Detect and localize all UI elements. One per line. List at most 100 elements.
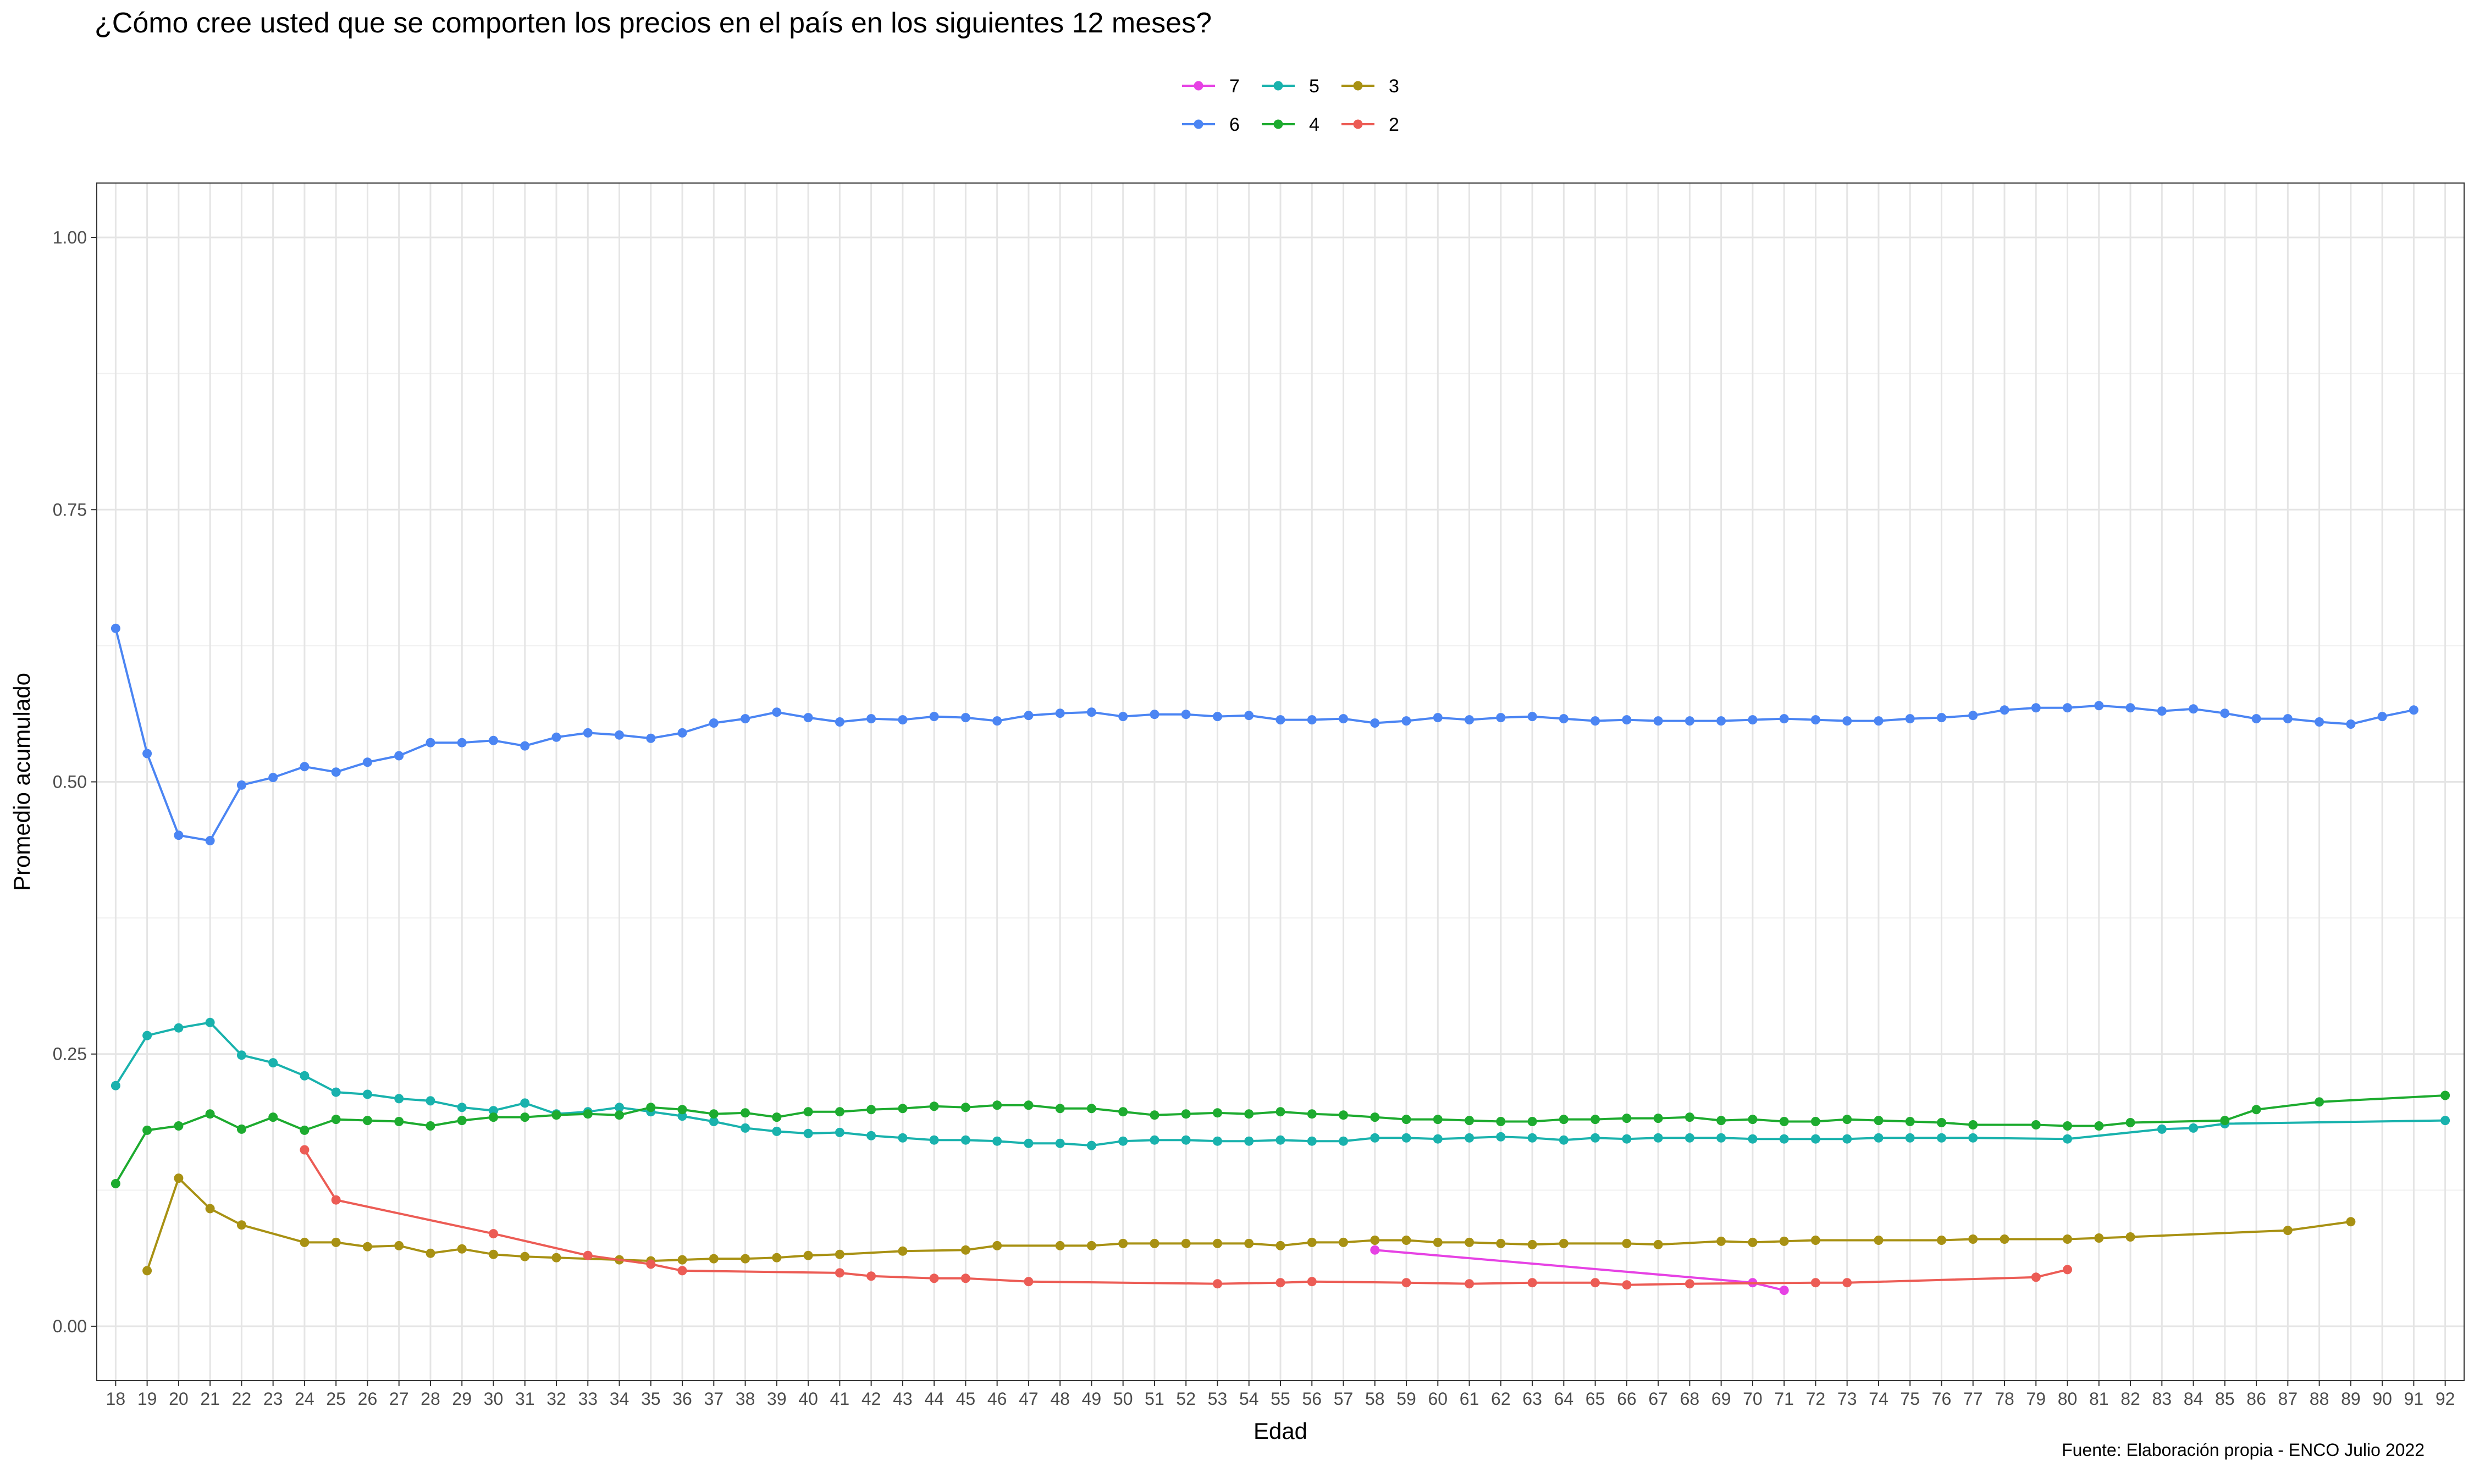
series-4 [111, 1090, 2450, 1188]
data-point [1244, 1238, 1254, 1248]
data-point [489, 1229, 498, 1239]
data-point [1118, 1238, 1128, 1248]
data-point [1591, 716, 1600, 726]
data-point [1275, 1107, 1285, 1117]
data-point [2315, 1097, 2324, 1107]
data-point [2189, 1123, 2199, 1133]
data-point [1716, 716, 1726, 726]
data-point [457, 1244, 467, 1254]
data-point [1181, 1238, 1191, 1248]
series-6 [111, 623, 2418, 845]
x-tick-label: 26 [358, 1389, 378, 1409]
x-tick-label: 28 [421, 1389, 440, 1409]
data-point [709, 1254, 719, 1264]
data-point [331, 1237, 341, 1247]
data-point [1779, 1236, 1789, 1246]
data-point [1653, 1239, 1663, 1249]
x-tick-label: 31 [515, 1389, 535, 1409]
x-tick-label: 39 [767, 1389, 787, 1409]
data-point [2283, 1226, 2293, 1236]
data-point [1842, 1115, 1852, 1125]
data-point [1968, 711, 1978, 721]
data-point [1748, 1115, 1758, 1125]
x-tick-label: 74 [1869, 1389, 1888, 1409]
data-point [174, 1023, 184, 1033]
x-tick-label: 38 [736, 1389, 755, 1409]
data-point [1842, 1134, 1852, 1144]
data-point [1622, 1238, 1632, 1248]
data-point [111, 1179, 120, 1188]
data-point [1370, 718, 1380, 728]
x-tick-label: 54 [1239, 1389, 1259, 1409]
x-axis-title: Edad [1253, 1418, 1307, 1444]
data-point [520, 741, 530, 751]
x-tick-label: 24 [295, 1389, 314, 1409]
data-point [1055, 1138, 1065, 1148]
data-point [646, 733, 656, 743]
x-tick-label: 36 [672, 1389, 692, 1409]
data-point [898, 715, 908, 725]
data-point [205, 1109, 215, 1119]
data-point [174, 1121, 184, 1131]
data-point [2157, 1124, 2167, 1134]
data-point [1905, 714, 1915, 724]
x-tick-label: 89 [2341, 1389, 2361, 1409]
data-point [1559, 1135, 1569, 1145]
x-tick-label: 18 [106, 1389, 126, 1409]
data-point [1559, 714, 1569, 724]
data-point [142, 1266, 152, 1276]
x-tick-label: 61 [1460, 1389, 1479, 1409]
x-tick-label: 66 [1617, 1389, 1637, 1409]
x-tick-label: 70 [1743, 1389, 1763, 1409]
data-point [1810, 1236, 1820, 1245]
data-point [992, 1136, 1002, 1146]
data-point [426, 1121, 435, 1131]
x-tick-label: 58 [1365, 1389, 1385, 1409]
legend-key-point [1273, 81, 1283, 91]
x-tick-label: 37 [704, 1389, 724, 1409]
data-point [1244, 1136, 1254, 1146]
data-point [960, 1135, 970, 1145]
x-tick-label: 51 [1145, 1389, 1164, 1409]
x-tick-label: 44 [924, 1389, 944, 1409]
y-tick-label: 0.50 [53, 772, 87, 792]
chart-title: ¿Cómo cree usted que se comporten los pr… [95, 7, 1212, 39]
data-point [1370, 1112, 1380, 1122]
data-point [1591, 1115, 1600, 1125]
data-point [709, 718, 719, 728]
data-point [1810, 715, 1820, 725]
data-point [1779, 1286, 1789, 1295]
x-tick-label: 30 [484, 1389, 504, 1409]
data-point [300, 762, 310, 772]
data-point [142, 1125, 152, 1135]
series-line [114, 628, 2414, 842]
series-2 [300, 1145, 2072, 1290]
data-point [803, 1107, 813, 1117]
x-tick-label: 23 [263, 1389, 283, 1409]
legend-label: 5 [1309, 76, 1319, 97]
data-point [1401, 1278, 1411, 1288]
data-point [772, 1112, 782, 1122]
data-point [394, 1241, 404, 1250]
x-tick-label: 32 [546, 1389, 566, 1409]
data-point [583, 728, 593, 738]
x-tick-label: 22 [232, 1389, 252, 1409]
legend-item-3: 3 [1341, 76, 1399, 97]
data-point [1937, 1133, 1946, 1143]
data-point [2251, 714, 2261, 724]
data-point [1150, 1110, 1159, 1120]
data-point [268, 1112, 278, 1122]
data-point [268, 773, 278, 783]
data-point [1181, 1109, 1191, 1119]
data-point [1465, 1279, 1475, 1289]
data-point [1748, 1237, 1758, 1247]
data-point [1874, 1236, 1884, 1245]
data-point [1591, 1278, 1600, 1288]
data-point [362, 1116, 372, 1126]
x-tick-label: 56 [1302, 1389, 1322, 1409]
data-point [1275, 715, 1285, 725]
x-tick-label: 68 [1680, 1389, 1700, 1409]
data-point [1086, 1241, 1096, 1250]
data-point [236, 780, 246, 790]
data-point [2063, 1121, 2072, 1131]
